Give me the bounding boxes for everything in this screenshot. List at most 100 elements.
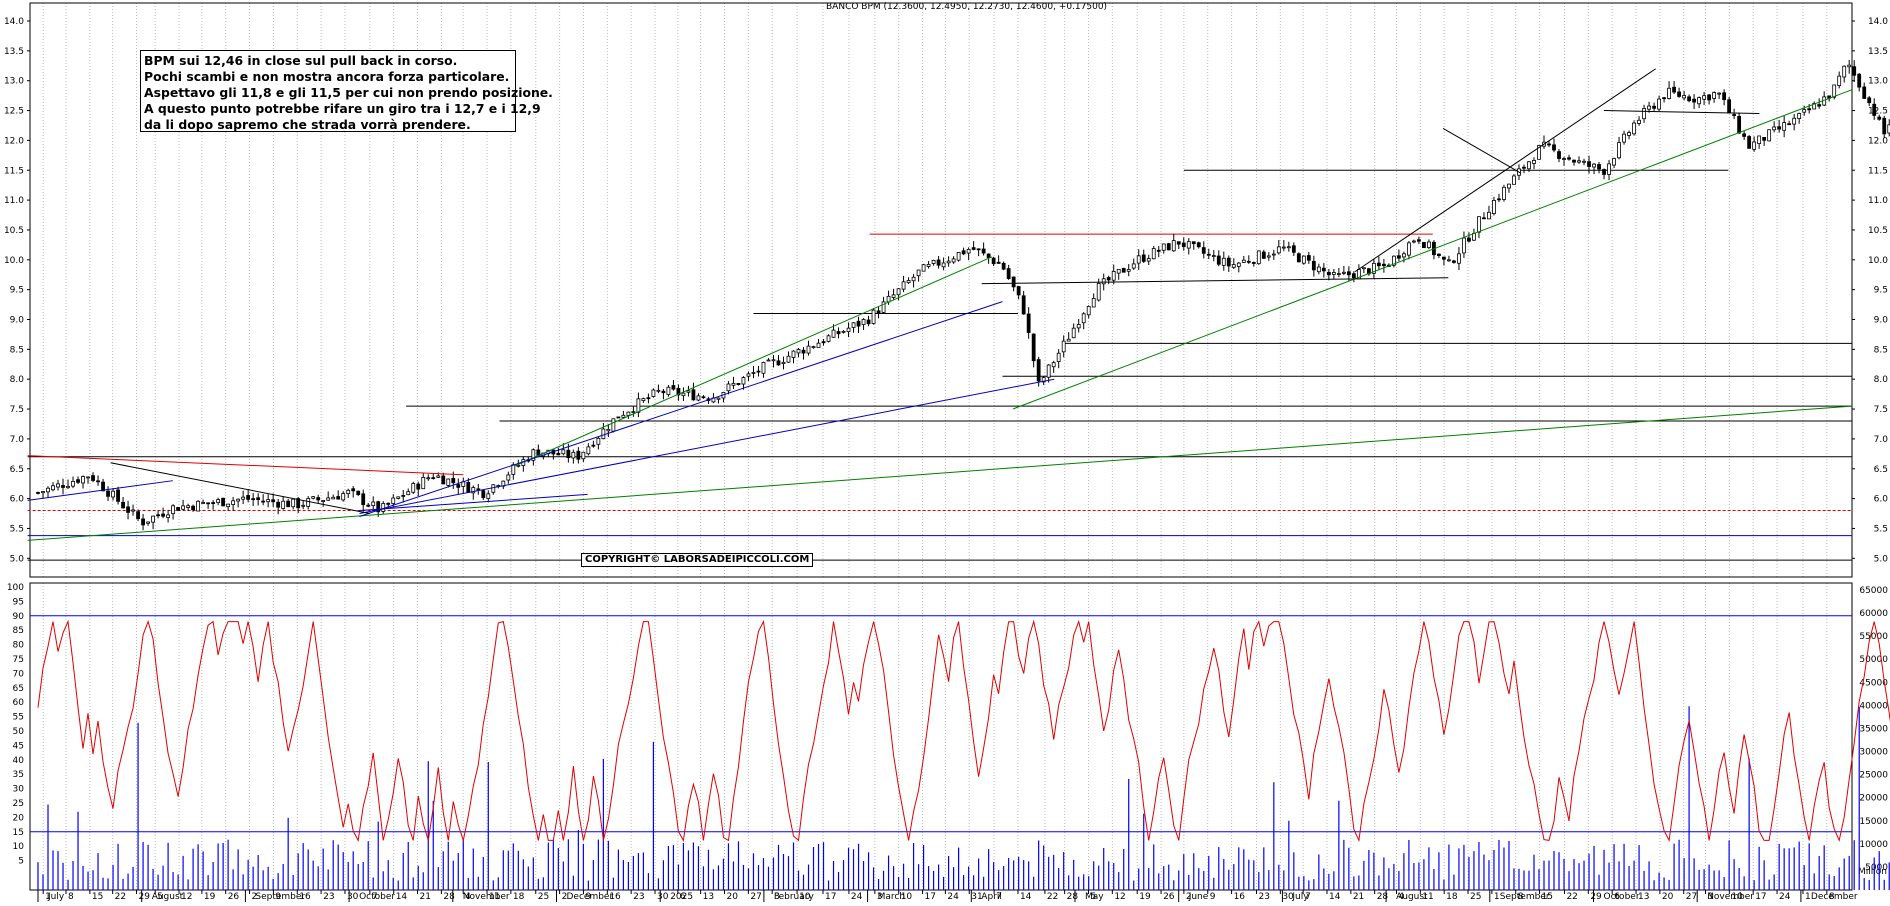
- candle-body: [822, 342, 825, 343]
- candle-body: [1047, 365, 1050, 377]
- candle-body: [1558, 152, 1561, 159]
- candle-body: [637, 399, 640, 412]
- candle-body: [152, 516, 155, 522]
- candle-body: [1207, 254, 1210, 255]
- candle-body: [727, 384, 730, 391]
- candle-body: [557, 453, 560, 455]
- candle-body: [1312, 261, 1315, 270]
- candle-body: [292, 499, 295, 507]
- candle-body: [452, 478, 455, 482]
- trendline: [28, 406, 1852, 540]
- candle-body: [1212, 256, 1215, 257]
- x-day-label: 18: [513, 892, 525, 902]
- candle-body: [1512, 176, 1515, 184]
- candle-body: [1287, 247, 1290, 248]
- candle-body: [212, 503, 215, 504]
- candle-body: [1247, 261, 1250, 262]
- candle-body: [92, 476, 95, 481]
- trendline: [982, 278, 1449, 284]
- candle-body: [1012, 277, 1015, 287]
- candle-body: [512, 465, 515, 475]
- osc-tick-label-left: 35: [13, 770, 24, 780]
- candle-body: [1683, 96, 1686, 98]
- candle-body: [287, 501, 290, 507]
- osc-tick-label-left: 15: [13, 828, 24, 838]
- candle-body: [1102, 279, 1105, 284]
- osc-tick-label-left: 65: [13, 684, 24, 694]
- candle-body: [1277, 247, 1280, 253]
- candle-body: [922, 265, 925, 271]
- candle-body: [1267, 256, 1270, 257]
- level-layer: [28, 170, 1852, 560]
- x-month-label: August: [1396, 892, 1428, 902]
- candle-body: [447, 479, 450, 485]
- candle-body: [597, 438, 600, 444]
- candle-body: [1502, 187, 1505, 199]
- candle-body: [1407, 243, 1410, 255]
- candle-body: [1222, 258, 1225, 265]
- candle-body: [1628, 132, 1631, 135]
- candle-body: [992, 258, 995, 264]
- x-day-label: 21: [420, 892, 431, 902]
- candle-body: [1437, 254, 1440, 256]
- y-tick-label-right: 13.5: [1868, 47, 1888, 57]
- y-tick-label-left: 10.0: [4, 256, 24, 266]
- candle-body: [577, 451, 580, 459]
- candle-body: [177, 507, 180, 510]
- x-day-label: 1: [1805, 892, 1811, 902]
- volume-tick-label-right: 40000: [1859, 701, 1888, 711]
- candle-body: [1362, 268, 1365, 269]
- note-line: Aspettavo gli 11,8 e gli 11,5 per cui no…: [144, 85, 512, 101]
- candle-body: [762, 362, 765, 373]
- x-day-label: 13: [703, 892, 714, 902]
- candle-body: [1417, 240, 1420, 242]
- y-tick-label-left: 11.5: [4, 166, 24, 176]
- candle-body: [797, 350, 800, 353]
- candle-body: [1833, 85, 1836, 97]
- candle-body: [1522, 167, 1525, 168]
- candle-body: [767, 360, 770, 361]
- y-tick-label-left: 7.5: [10, 405, 24, 415]
- candle-body: [1763, 137, 1766, 140]
- x-day-label: 23: [323, 892, 334, 902]
- y-tick-label-left: 10.5: [4, 226, 24, 236]
- y-tick-label-right: 14.0: [1868, 17, 1888, 27]
- candle-body: [1412, 241, 1415, 242]
- candle-body: [642, 399, 645, 401]
- candle-body: [1527, 162, 1530, 169]
- candle-body: [1422, 242, 1425, 247]
- candle-body: [1187, 242, 1190, 249]
- candle-body: [1397, 256, 1400, 258]
- volume-tick-label-right: 65000: [1859, 586, 1888, 596]
- candle-body: [872, 310, 875, 323]
- candle-body: [482, 491, 485, 498]
- candle-body: [952, 259, 955, 262]
- candle-body: [742, 378, 745, 385]
- candle-body: [852, 323, 855, 328]
- candle-body: [1342, 272, 1345, 273]
- y-tick-label-right: 9.0: [1874, 316, 1889, 326]
- x-month-label: May: [1085, 892, 1104, 902]
- candle-body: [417, 484, 420, 489]
- candle-body: [1793, 118, 1796, 124]
- trendline: [111, 463, 370, 514]
- candle-body: [137, 512, 140, 519]
- candle-body: [877, 311, 880, 313]
- candle-body: [1733, 114, 1736, 115]
- candle-body: [1322, 268, 1325, 271]
- candle-body: [987, 254, 990, 258]
- candle-body: [837, 331, 840, 333]
- candle-body: [632, 412, 635, 413]
- candle-body: [1848, 65, 1851, 67]
- candle-body: [252, 499, 255, 500]
- trendline: [359, 302, 1002, 517]
- candle-body: [517, 465, 520, 466]
- candle-body: [932, 260, 935, 263]
- candle-body: [37, 492, 40, 493]
- candle-body: [422, 477, 425, 488]
- candle-body: [1272, 254, 1275, 255]
- note-line: A questo punto potrebbe rifare un giro t…: [144, 101, 512, 117]
- candle-body: [112, 491, 115, 497]
- candle-body: [1097, 283, 1100, 300]
